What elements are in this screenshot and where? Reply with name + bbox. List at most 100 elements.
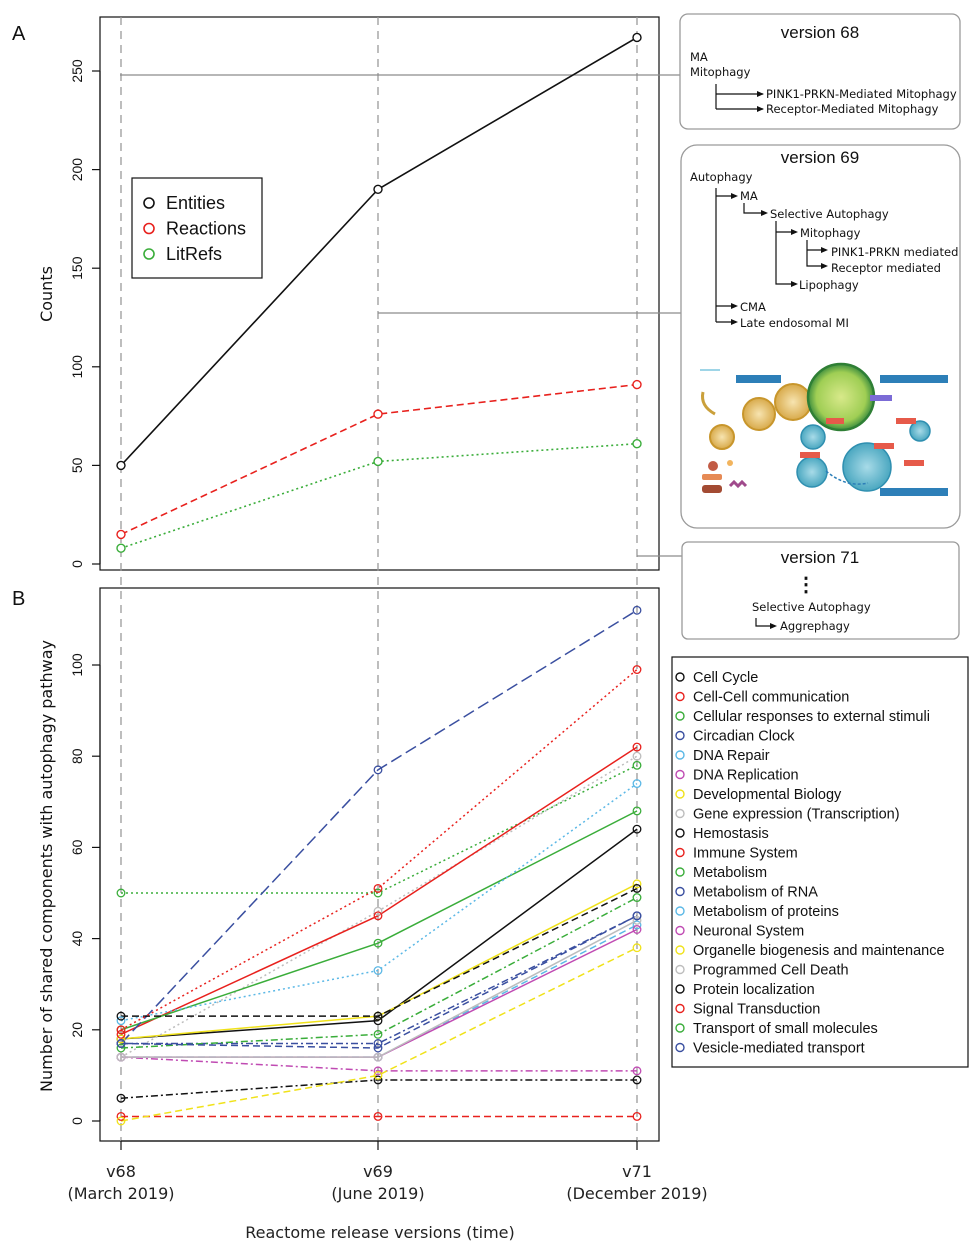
series-b-point-18-0 bbox=[116, 1043, 126, 1053]
illus-pathogen bbox=[728, 479, 748, 489]
plot-a-ytick-label-3: 150 bbox=[69, 256, 85, 280]
series-b-line-16 bbox=[121, 887, 638, 1017]
series-a-point-0-1 bbox=[373, 184, 383, 195]
x-axis: v68 (March 2019) v69 (June 2019) v71 (Decembe… bbox=[67, 1140, 708, 1203]
series-b-point-10-2 bbox=[632, 806, 642, 816]
plot-b-ytick-label-3: 60 bbox=[69, 839, 85, 855]
series-a-line-1 bbox=[120, 383, 638, 536]
x-axis-label: Reactome release versions (time) bbox=[245, 1223, 515, 1242]
series-b-line-4 bbox=[121, 924, 638, 1058]
legend-b-label-8: Hemostasis bbox=[693, 826, 769, 842]
plot-b-ytick-label-0: 0 bbox=[69, 1117, 85, 1125]
plot-a-series bbox=[116, 32, 642, 553]
series-b-point-18-2 bbox=[632, 893, 642, 903]
version-guide-lines bbox=[120, 17, 638, 1141]
plot-b-ylabel: Number of shared components with autopha… bbox=[37, 640, 56, 1092]
series-b-point-17-0 bbox=[116, 1025, 126, 1035]
legend-b-box bbox=[671, 656, 969, 1068]
legend-b-label-5: DNA Replication bbox=[693, 768, 799, 784]
legend-b-label-19: Vesicle-mediated transport bbox=[693, 1041, 865, 1057]
series-b-point-19-0 bbox=[116, 1039, 126, 1048]
series-b-line-2 bbox=[121, 764, 638, 894]
series-a-point-1-2 bbox=[632, 379, 642, 390]
tree-v69-late-endosomal: Late endosomal MI bbox=[740, 316, 849, 330]
series-b-point-0-1 bbox=[373, 1016, 383, 1026]
x-tick-version-2: v71 bbox=[622, 1162, 652, 1181]
series-b-point-2-0 bbox=[116, 888, 126, 898]
illus-autolysosome bbox=[774, 383, 812, 421]
legend-b-label-4: DNA Repair bbox=[693, 748, 770, 764]
legend-b-label-12: Metabolism of proteins bbox=[693, 904, 839, 920]
version-71-ellipsis: ⋮ bbox=[796, 574, 816, 596]
legend-b-label-0: Cell Cycle bbox=[693, 670, 758, 686]
series-b-point-2-2 bbox=[632, 760, 642, 770]
series-b-point-16-2 bbox=[632, 883, 642, 893]
illus-phagophore bbox=[701, 391, 716, 416]
legend-b-marker-19 bbox=[675, 1042, 685, 1053]
illus-label-chaperone bbox=[880, 375, 948, 383]
series-b-point-7-1 bbox=[373, 906, 383, 916]
illus-late-endosome bbox=[842, 442, 892, 492]
x-tick-date-0: (March 2019) bbox=[67, 1184, 174, 1203]
series-a-point-2-0 bbox=[116, 543, 126, 553]
x-tick-version-0: v68 bbox=[106, 1162, 136, 1181]
legend-b-label-11: Metabolism of RNA bbox=[693, 885, 818, 901]
autophagy-pathway-illustration bbox=[700, 362, 948, 496]
series-b-point-10-1 bbox=[373, 938, 383, 948]
plot-a-frame bbox=[99, 16, 660, 571]
legend-a-label-0: Entities bbox=[166, 193, 225, 213]
plot-a-ytick-label-1: 50 bbox=[69, 457, 85, 473]
series-b-line-5 bbox=[120, 1056, 637, 1072]
version-68-frame bbox=[679, 13, 961, 130]
tree-v68-connector bbox=[715, 84, 763, 110]
series-b-line-7 bbox=[120, 755, 638, 1058]
series-b-line-12 bbox=[120, 782, 638, 1022]
legend-b-marker-7 bbox=[675, 808, 685, 819]
series-b-line-9 bbox=[120, 746, 638, 1036]
illus-vesicle-1 bbox=[800, 424, 826, 450]
series-b-point-5-2 bbox=[632, 1066, 642, 1076]
series-b-point-19-1 bbox=[373, 1043, 383, 1053]
plot-b-frame bbox=[99, 587, 660, 1142]
panel-letter-b: B bbox=[12, 588, 25, 610]
legend-b-marker-11 bbox=[675, 886, 685, 897]
legend-b-marker-8 bbox=[675, 828, 685, 838]
legend-b-marker-14 bbox=[675, 945, 685, 955]
series-b-point-1-1 bbox=[373, 1111, 383, 1121]
series-b-line-15 bbox=[121, 919, 638, 1058]
legend-b-label-10: Metabolism bbox=[693, 865, 767, 881]
legend-b-marker-17 bbox=[675, 1003, 685, 1014]
tree-v69-pink1: PINK1-PRKN mediated bbox=[831, 245, 958, 259]
plot-a-ytick-label-2: 100 bbox=[69, 355, 85, 379]
illus-tag-4 bbox=[874, 443, 894, 449]
series-a-point-2-2 bbox=[632, 439, 642, 449]
series-b-line-0 bbox=[120, 828, 638, 1040]
tree-v69-connector bbox=[715, 188, 826, 323]
legend-b-label-6: Developmental Biology bbox=[693, 787, 842, 803]
series-b-point-12-1 bbox=[373, 966, 383, 975]
series-b-point-8-1 bbox=[373, 1075, 383, 1085]
illus-autophagosome-small bbox=[709, 424, 735, 450]
tree-v69-mitophagy: Mitophagy bbox=[800, 226, 861, 240]
plot-a-ytick-label-4: 200 bbox=[69, 158, 85, 182]
plot-b-ytick-label-5: 100 bbox=[69, 653, 85, 677]
illus-autophagosome bbox=[742, 397, 776, 431]
legend-b-marker-13 bbox=[675, 925, 685, 936]
legend-a-label-2: LitRefs bbox=[166, 244, 222, 264]
tree-v69-selective: Selective Autophagy bbox=[770, 207, 889, 221]
tree-v69-ma: MA bbox=[740, 189, 758, 203]
legend-b-marker-12 bbox=[675, 906, 685, 916]
series-b-point-14-2 bbox=[632, 943, 642, 953]
series-b-point-9-0 bbox=[116, 1029, 126, 1039]
series-b-point-6-0 bbox=[116, 1034, 126, 1044]
series-b-point-12-2 bbox=[632, 779, 642, 789]
tree-v68-ma: MA bbox=[690, 50, 708, 64]
x-tick-date-1: (June 2019) bbox=[331, 1184, 424, 1203]
series-b-point-3-1 bbox=[373, 1039, 383, 1048]
legend-a-marker-0 bbox=[143, 197, 155, 209]
reference-lines bbox=[120, 74, 683, 557]
tree-v71-connector bbox=[755, 618, 775, 627]
legend-b-marker-3 bbox=[675, 730, 685, 741]
version-68-title: version 68 bbox=[781, 23, 859, 42]
legend-b-label-18: Transport of small molecules bbox=[693, 1021, 878, 1037]
